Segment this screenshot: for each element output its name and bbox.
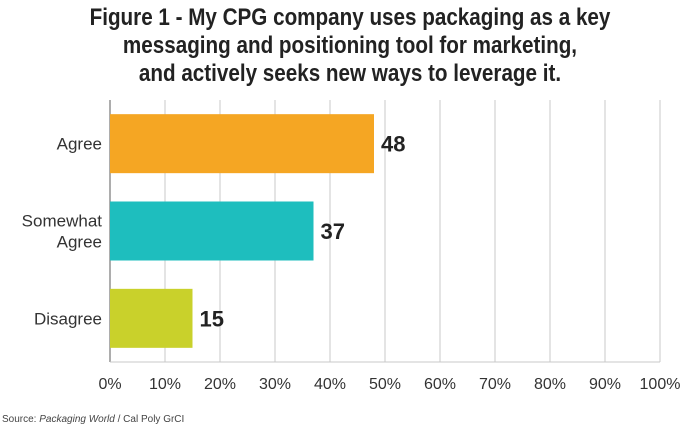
category-labels: Agree Somewhat Agree Disagree xyxy=(22,135,103,329)
x-tick-label: 70% xyxy=(479,376,511,393)
x-tick-label: 40% xyxy=(314,376,346,393)
chart-title-line-3: and actively seeks new ways to leverage … xyxy=(138,60,562,87)
x-axis-ticks: 0% 10% 20% 30% 40% 50% 60% 70% 80% 90% 100% xyxy=(98,376,680,393)
category-label-line: Somewhat xyxy=(22,212,103,231)
category-label-line: Agree xyxy=(57,135,102,154)
bar xyxy=(110,288,193,348)
source-prefix: Source: xyxy=(2,414,40,425)
data-label: 48 xyxy=(381,132,405,157)
chart-title-line-2: messaging and positioning tool for marke… xyxy=(122,32,578,59)
x-tick-label: 30% xyxy=(259,376,291,393)
x-tick-label: 20% xyxy=(204,376,236,393)
bar xyxy=(110,114,374,174)
category-label: Somewhat Agree xyxy=(22,212,103,252)
x-tick-label: 50% xyxy=(369,376,401,393)
data-label: 15 xyxy=(200,306,224,331)
category-label: Disagree xyxy=(34,309,102,328)
category-label-line: Disagree xyxy=(34,309,102,328)
category-label: Agree xyxy=(57,135,102,154)
x-tick-label: 80% xyxy=(534,376,566,393)
chart-title: Figure 1 - My CPG company uses packaging… xyxy=(49,4,651,88)
category-label-line: Agree xyxy=(57,233,102,252)
bars: 48 37 15 xyxy=(110,114,405,348)
source-note: Source: Packaging World / Cal Poly GrCI xyxy=(2,414,184,425)
x-tick-label: 90% xyxy=(589,376,621,393)
x-tick-label: 60% xyxy=(424,376,456,393)
source-suffix: / Cal Poly GrCI xyxy=(114,414,185,425)
chart-title-line-1: Figure 1 - My CPG company uses packaging… xyxy=(89,4,611,31)
x-tick-label: 100% xyxy=(640,376,681,393)
bar xyxy=(110,201,314,261)
x-tick-label: 0% xyxy=(98,376,121,393)
source-publication: Packaging World xyxy=(39,414,115,425)
x-tick-label: 10% xyxy=(149,376,181,393)
data-label: 37 xyxy=(321,219,345,244)
